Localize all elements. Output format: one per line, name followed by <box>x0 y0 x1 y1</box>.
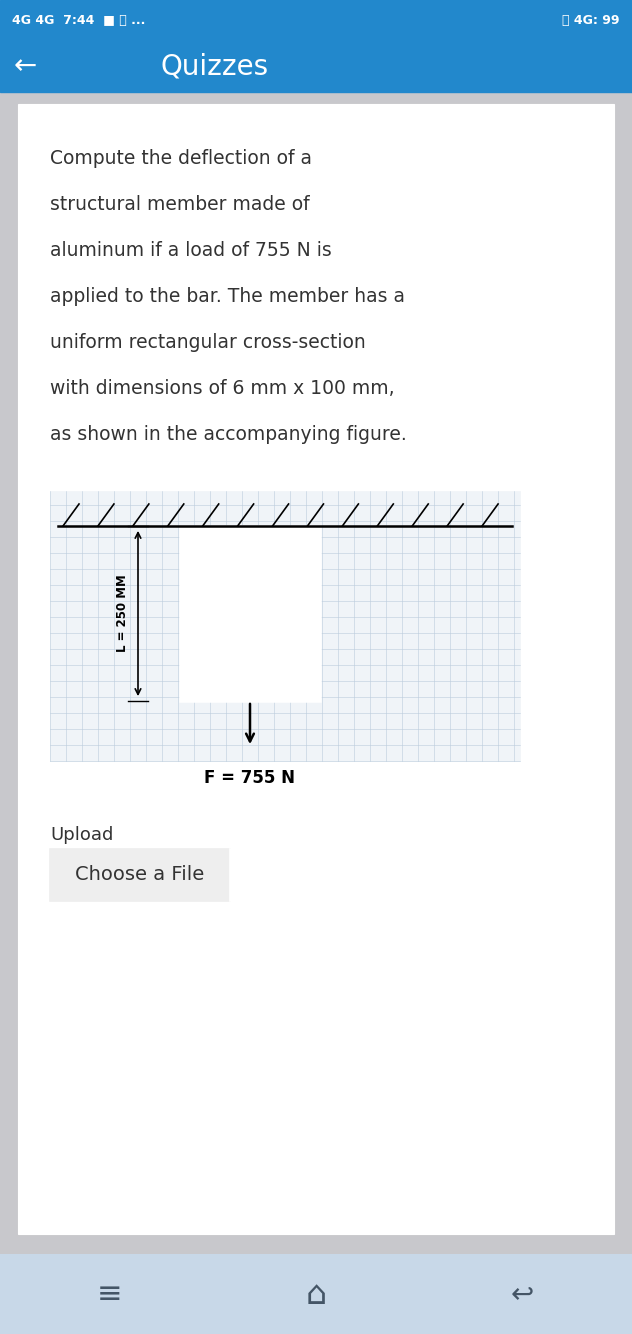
Text: ⏰ 4G: 99: ⏰ 4G: 99 <box>562 13 620 27</box>
Text: as shown in the accompanying figure.: as shown in the accompanying figure. <box>50 426 407 444</box>
Text: Compute the deflection of a: Compute the deflection of a <box>50 149 312 168</box>
Text: 4G 4G  7:44  ■ ↆ ...: 4G 4G 7:44 ■ ↆ ... <box>12 13 145 27</box>
Text: Upload: Upload <box>50 826 113 844</box>
Bar <box>230 848 390 900</box>
Text: ↩: ↩ <box>511 1281 533 1309</box>
Text: Quizzes: Quizzes <box>160 52 268 80</box>
Text: ⌂: ⌂ <box>305 1278 327 1310</box>
Bar <box>180 526 320 700</box>
Bar <box>0 1254 632 1334</box>
Bar <box>0 0 632 40</box>
Text: applied to the bar. The member has a: applied to the bar. The member has a <box>50 287 405 305</box>
Bar <box>0 40 632 92</box>
Bar <box>50 491 520 760</box>
Text: aluminum if a load of 755 N is: aluminum if a load of 755 N is <box>50 241 332 260</box>
Text: F = 755 N: F = 755 N <box>205 768 296 787</box>
Bar <box>18 104 614 1234</box>
Text: uniform rectangular cross-section: uniform rectangular cross-section <box>50 334 366 352</box>
Text: L = 250 MM: L = 250 MM <box>116 575 128 652</box>
Text: with dimensions of 6 mm x 100 mm,: with dimensions of 6 mm x 100 mm, <box>50 379 394 398</box>
Text: ≡: ≡ <box>97 1279 123 1309</box>
Text: ←: ← <box>13 52 37 80</box>
Bar <box>50 848 230 900</box>
Text: structural member made of: structural member made of <box>50 195 310 213</box>
Text: Choose a File: Choose a File <box>75 866 205 884</box>
